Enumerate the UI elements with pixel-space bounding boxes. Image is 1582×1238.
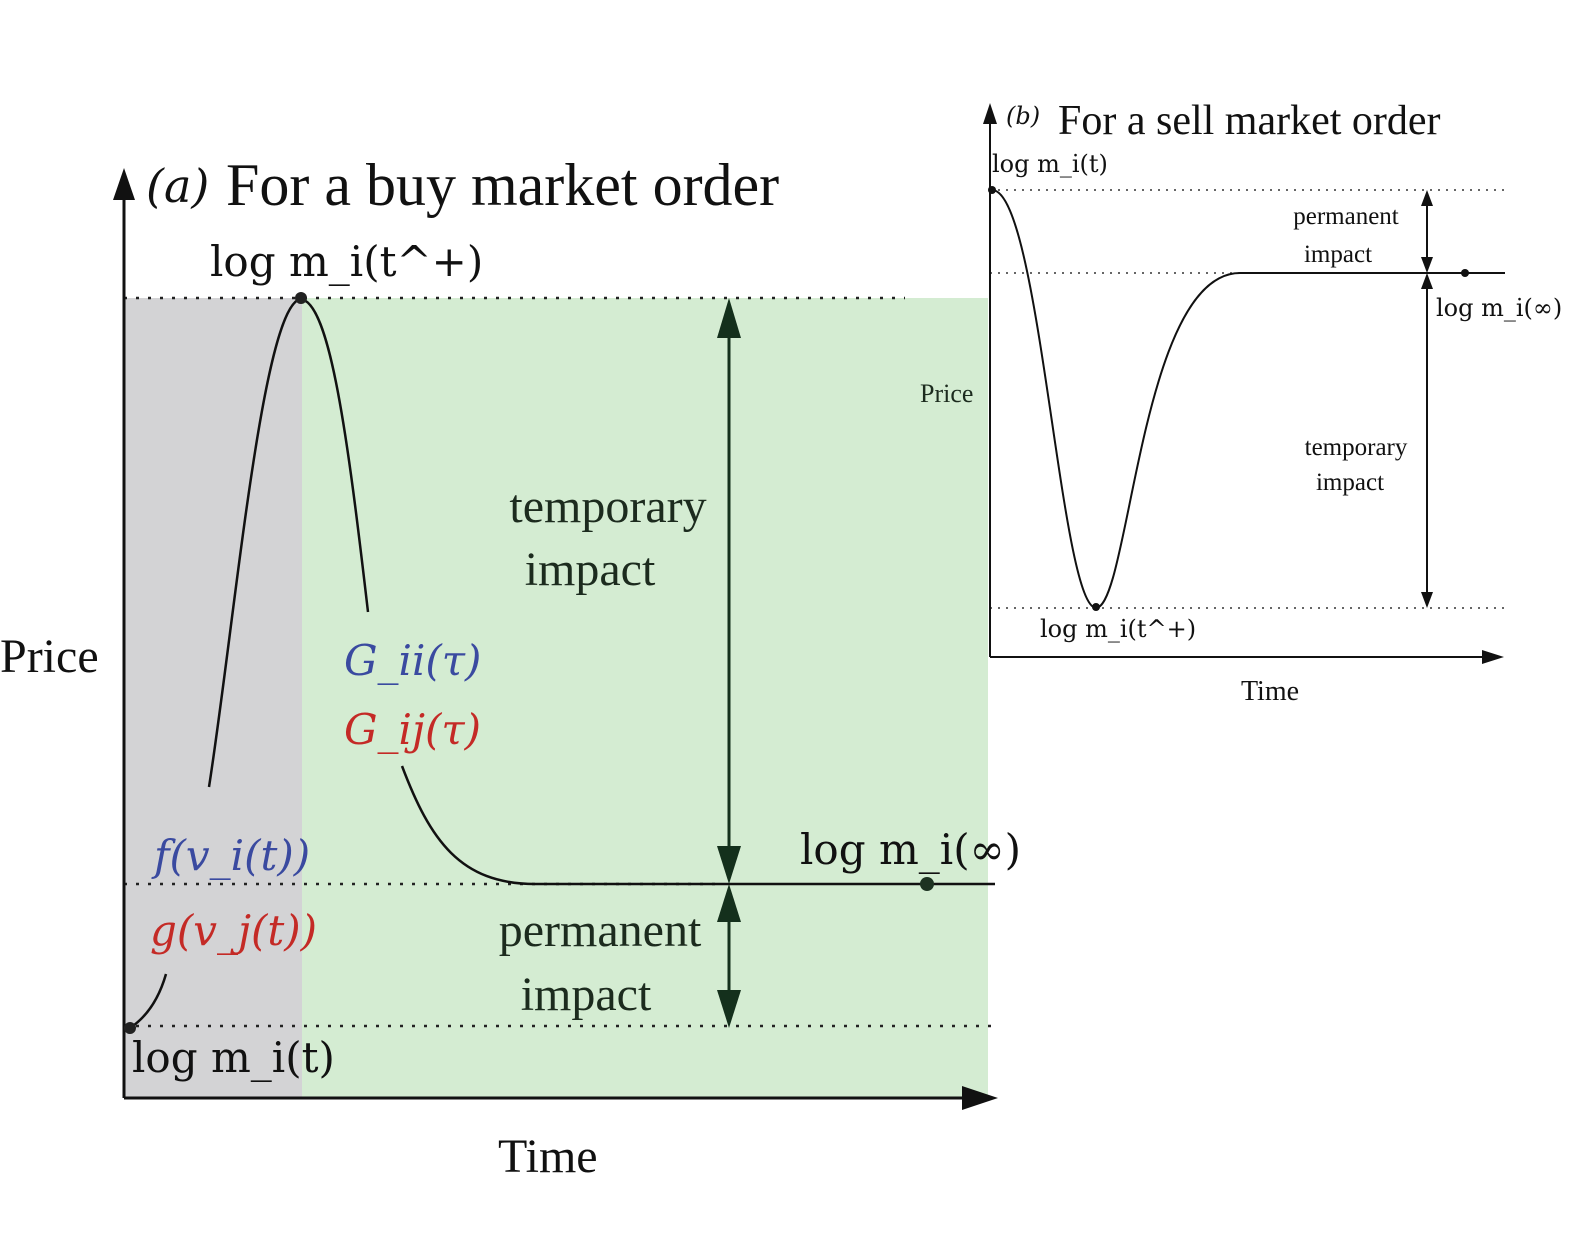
b-x-axis-label: Time (1241, 676, 1299, 707)
b-x-axis-arrowhead (1482, 650, 1504, 664)
point-end (920, 877, 934, 891)
b-temporary-arrowhead-down (1421, 592, 1433, 608)
panel-a-label: (a) (146, 159, 209, 213)
function-cross-label: g(v_j(t)) (150, 906, 317, 955)
b-start-label: log m_i(t) (992, 150, 1108, 178)
panel-b: (b) For a sell market order log m_i(t) p… (920, 98, 1562, 707)
b-trough-label: log m_i(t^+) (1040, 615, 1196, 643)
b-y-axis-arrowhead (983, 103, 997, 124)
temporary-impact-arrowhead-down (717, 846, 741, 884)
b-price-curve (991, 189, 1505, 610)
point-peak (295, 292, 307, 304)
y-axis-label: Price (0, 630, 99, 683)
b-temporary-label-line2: impact (1316, 469, 1384, 496)
point-start (124, 1022, 136, 1034)
price-curve-segment-decay (299, 297, 370, 613)
b-permanent-arrowhead-up (1421, 190, 1433, 206)
start-level-label: log m_i(t) (132, 1033, 335, 1082)
temporary-impact-arrowhead-up (717, 298, 741, 338)
shaded-region-relaxation (302, 298, 988, 1098)
b-point-end (1461, 269, 1469, 277)
function-self-label: f(v_i(t)) (151, 831, 310, 880)
permanent-impact-arrowhead-down (717, 990, 741, 1028)
kernel-cross-label: G_ij(τ) (344, 705, 481, 754)
shaded-region-order-execution (124, 298, 302, 1098)
permanent-impact-label-line2: impact (521, 968, 652, 1021)
x-axis-arrowhead (962, 1086, 998, 1110)
b-permanent-label-line1: permanent (1293, 203, 1399, 230)
permanent-impact-label-line1: permanent (499, 904, 702, 957)
price-curve-segment-tail (400, 765, 995, 886)
panel-b-label: (b) (1006, 102, 1040, 130)
b-temporary-label-line1: temporary (1305, 434, 1408, 461)
temporary-impact-label-line2: impact (525, 543, 656, 596)
b-permanent-arrowhead-down (1421, 257, 1433, 273)
panel-a: (a) For a buy market order log m_i(t^+) … (0, 152, 1021, 1183)
y-axis-arrowhead (113, 168, 135, 200)
kernel-self-label: G_ii(τ) (344, 636, 481, 685)
b-permanent-label-line2: impact (1304, 241, 1372, 268)
temporary-impact-label-line1: temporary (509, 480, 706, 533)
b-point-start (988, 186, 996, 194)
b-end-label: log m_i(∞) (1436, 294, 1562, 322)
end-level-label: log m_i(∞) (800, 825, 1021, 874)
b-point-trough (1092, 603, 1100, 611)
x-axis-label: Time (498, 1130, 598, 1183)
permanent-impact-arrowhead-up (717, 884, 741, 922)
b-temporary-arrowhead-up (1421, 273, 1433, 289)
price-curve-segment-rise (207, 297, 301, 788)
b-y-axis-label: Price (920, 379, 973, 408)
peak-label: log m_i(t^+) (210, 237, 483, 286)
panel-a-title: For a buy market order (226, 152, 779, 218)
panel-b-title: For a sell market order (1058, 98, 1441, 144)
